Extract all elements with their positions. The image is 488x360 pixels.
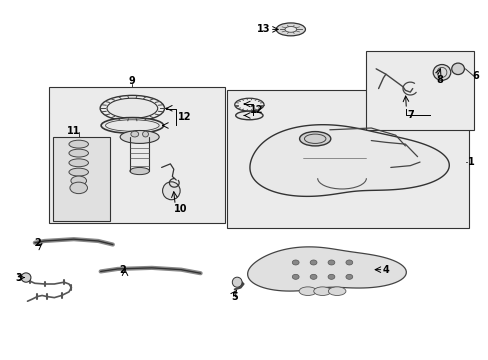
Text: 2: 2 — [119, 265, 126, 275]
Ellipse shape — [292, 260, 299, 265]
Text: 4: 4 — [382, 265, 388, 275]
Ellipse shape — [313, 287, 330, 296]
Ellipse shape — [69, 149, 88, 157]
Ellipse shape — [69, 168, 88, 176]
Text: 12: 12 — [178, 112, 191, 122]
Ellipse shape — [327, 274, 334, 279]
Ellipse shape — [142, 131, 148, 137]
Text: 2: 2 — [34, 238, 41, 248]
PathPatch shape — [249, 125, 448, 196]
Ellipse shape — [432, 64, 450, 80]
Ellipse shape — [299, 287, 316, 296]
Ellipse shape — [130, 167, 149, 175]
Text: 3: 3 — [16, 273, 22, 283]
Ellipse shape — [162, 182, 180, 200]
Text: 11: 11 — [67, 126, 81, 135]
Ellipse shape — [345, 274, 352, 279]
Text: 9: 9 — [129, 76, 136, 86]
Bar — [366, 51, 473, 130]
Ellipse shape — [309, 274, 316, 279]
Bar — [49, 87, 224, 223]
PathPatch shape — [247, 247, 406, 291]
Ellipse shape — [451, 63, 464, 75]
Text: 10: 10 — [174, 204, 187, 214]
Text: 13: 13 — [257, 24, 270, 35]
Ellipse shape — [131, 131, 139, 137]
Ellipse shape — [69, 159, 88, 167]
Text: 7: 7 — [406, 111, 413, 121]
Bar — [53, 137, 110, 221]
Ellipse shape — [276, 23, 305, 36]
Ellipse shape — [285, 27, 296, 32]
Ellipse shape — [232, 277, 242, 287]
Text: 8: 8 — [435, 75, 442, 85]
Ellipse shape — [235, 111, 263, 120]
Ellipse shape — [327, 260, 334, 265]
Text: 12: 12 — [249, 105, 263, 115]
Text: 1: 1 — [467, 157, 474, 167]
Ellipse shape — [21, 273, 31, 282]
Ellipse shape — [345, 260, 352, 265]
Bar — [227, 90, 468, 228]
Ellipse shape — [120, 131, 159, 143]
Ellipse shape — [299, 132, 330, 146]
Ellipse shape — [69, 140, 88, 148]
Ellipse shape — [101, 118, 163, 134]
Ellipse shape — [292, 274, 299, 279]
Ellipse shape — [328, 287, 345, 296]
Ellipse shape — [309, 260, 316, 265]
Text: 5: 5 — [231, 292, 238, 302]
Text: 6: 6 — [472, 71, 479, 81]
Ellipse shape — [71, 176, 86, 185]
Ellipse shape — [107, 98, 158, 118]
Ellipse shape — [70, 182, 87, 194]
